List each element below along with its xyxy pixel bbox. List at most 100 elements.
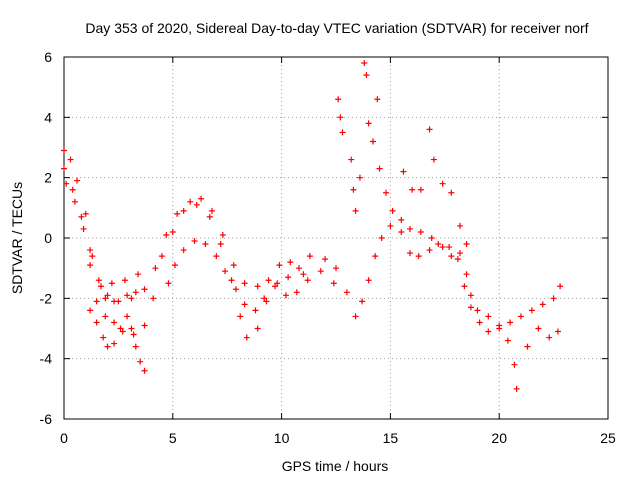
data-point (485, 313, 492, 320)
data-point (134, 271, 141, 278)
data-point (457, 222, 464, 229)
data-point (557, 283, 564, 290)
data-point (476, 319, 483, 326)
data-point (485, 328, 492, 335)
data-point (282, 292, 289, 299)
data-point (128, 325, 135, 332)
data-point (119, 328, 126, 335)
data-point (369, 138, 376, 145)
data-point (169, 228, 176, 235)
data-point (389, 207, 396, 214)
series-arc-C (63, 180, 339, 341)
series-arc-H (374, 96, 561, 392)
data-point (97, 283, 104, 290)
data-points (61, 60, 564, 392)
data-point (333, 265, 339, 272)
data-point (322, 256, 329, 263)
y-tick-label: -6 (40, 411, 53, 427)
data-point (191, 238, 198, 245)
data-point (426, 126, 433, 133)
data-point (104, 343, 111, 350)
data-point (93, 298, 100, 305)
series-arc-E (165, 238, 350, 314)
data-point (317, 268, 324, 275)
data-point (180, 207, 187, 214)
data-point (417, 228, 424, 235)
data-point (87, 262, 94, 269)
series-arc-F (335, 60, 470, 260)
data-point (550, 295, 557, 302)
data-point (285, 274, 292, 281)
data-point (141, 322, 148, 329)
data-point (213, 253, 220, 260)
data-point (93, 319, 100, 326)
data-point (124, 292, 131, 299)
chart-title: Day 353 of 2020, Sidereal Day-to-day VTE… (85, 20, 588, 36)
data-point (383, 189, 390, 196)
data-point (296, 265, 303, 272)
data-point (137, 358, 144, 365)
data-point (356, 174, 363, 181)
data-point (115, 298, 122, 305)
data-point (276, 262, 283, 269)
data-point (439, 180, 446, 187)
x-tick-label: 20 (491, 430, 507, 446)
data-point (524, 343, 531, 350)
data-point (363, 72, 370, 79)
data-point (82, 210, 89, 217)
data-point (228, 277, 235, 284)
data-point (261, 295, 268, 302)
data-point (539, 301, 546, 308)
data-point (435, 241, 442, 248)
data-point (426, 247, 433, 254)
data-point (343, 289, 350, 296)
data-point (241, 301, 248, 308)
data-point (141, 286, 148, 293)
data-point (171, 262, 178, 269)
data-point (95, 277, 102, 284)
data-point (230, 262, 237, 269)
x-tick-label: 5 (169, 430, 177, 446)
data-point (111, 340, 118, 347)
y-axis-label: SDTVAR / TECUs (9, 182, 25, 294)
data-point (263, 298, 270, 305)
data-point (222, 268, 229, 275)
data-point (130, 331, 137, 338)
data-point (504, 337, 511, 344)
data-point (554, 328, 561, 335)
data-point (132, 289, 139, 296)
data-point (446, 244, 453, 251)
data-point (293, 289, 300, 296)
data-point (430, 156, 437, 163)
data-point (117, 325, 124, 332)
data-point (108, 280, 115, 287)
data-point (87, 307, 94, 314)
data-point (365, 120, 372, 127)
x-tick-label: 25 (600, 430, 616, 446)
data-point (400, 168, 407, 175)
series-arc-D (87, 307, 148, 374)
data-point (237, 313, 244, 320)
data-point (535, 325, 542, 332)
data-point (448, 189, 455, 196)
data-point (132, 343, 139, 350)
data-point (265, 277, 272, 284)
data-point (74, 177, 81, 184)
data-point (372, 253, 379, 260)
x-tick-label: 0 (60, 430, 68, 446)
data-point (300, 271, 307, 278)
data-point (165, 280, 172, 287)
data-point (208, 207, 215, 214)
data-point (463, 241, 470, 248)
data-point (87, 247, 94, 254)
data-point (80, 225, 87, 232)
data-point (406, 250, 413, 257)
data-point (378, 235, 385, 241)
data-point (339, 129, 346, 136)
data-point (163, 231, 170, 238)
data-point (252, 307, 259, 314)
data-point (254, 325, 261, 332)
data-point (150, 295, 157, 302)
data-point (507, 319, 514, 326)
data-point (513, 385, 520, 392)
